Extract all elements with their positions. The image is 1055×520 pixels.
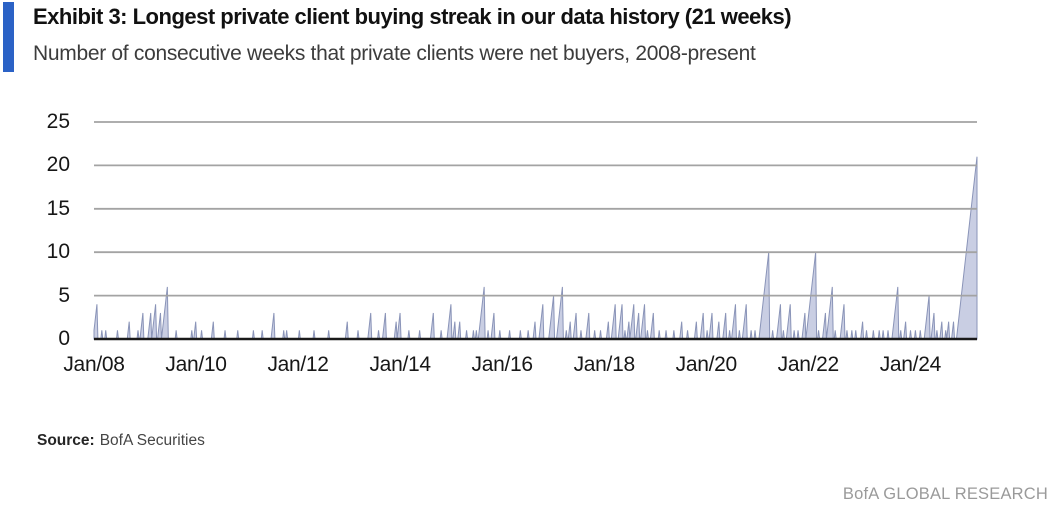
exhibit-accent-bar bbox=[3, 2, 14, 72]
x-axis-tick-label-2008: Jan/08 bbox=[63, 353, 125, 376]
x-axis-tick-label-2022: Jan/22 bbox=[777, 353, 840, 376]
y-axis-tick-label-5: 5 bbox=[58, 283, 70, 307]
x-axis-tick-label-2016: Jan/16 bbox=[471, 353, 534, 376]
x-axis-tick-label-2018: Jan/18 bbox=[573, 353, 636, 376]
streak-area-series bbox=[93, 156, 978, 340]
y-axis-tick-label-15: 15 bbox=[46, 196, 70, 220]
footer-brand: BofA GLOBAL RESEARCH bbox=[842, 485, 1048, 503]
x-axis-tick-label-2012: Jan/12 bbox=[267, 353, 329, 376]
x-axis-tick-label-2020: Jan/20 bbox=[675, 353, 738, 376]
exhibit-subtitle: Number of consecutive weeks that private… bbox=[33, 42, 756, 65]
exhibit-title: Exhibit 3: Longest private client buying… bbox=[33, 4, 792, 29]
y-axis-tick-label-0: 0 bbox=[58, 327, 70, 350]
y-axis-tick-label-20: 20 bbox=[46, 153, 70, 177]
source-label: Source: bbox=[37, 432, 95, 449]
x-axis-tick-label-2010: Jan/10 bbox=[165, 353, 227, 376]
y-axis-tick-label-10: 10 bbox=[46, 240, 70, 264]
x-axis-tick-label-2024: Jan/24 bbox=[879, 353, 942, 376]
source-line: Source: BofA Securities bbox=[37, 432, 205, 450]
y-axis-tick-label-25: 25 bbox=[46, 110, 70, 133]
x-axis-tick-label-2014: Jan/14 bbox=[369, 353, 431, 376]
source-text: BofA Securities bbox=[99, 432, 205, 449]
